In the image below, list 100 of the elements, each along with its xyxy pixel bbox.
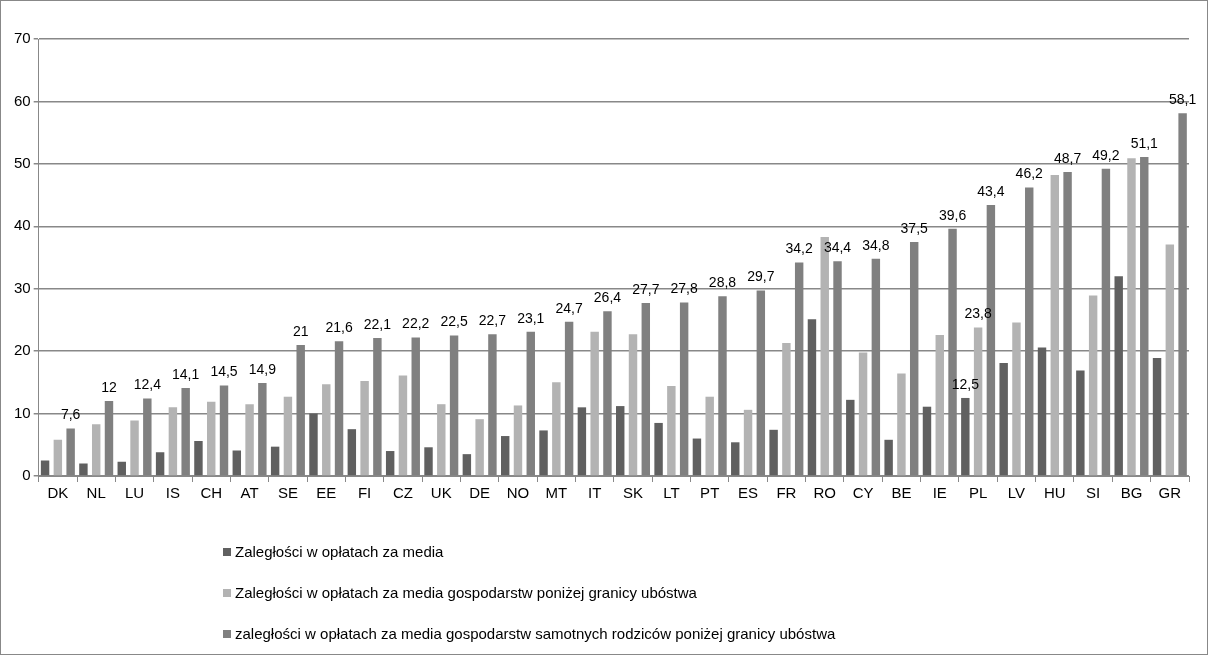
x-tick-label: EE xyxy=(316,484,337,502)
x-tick-label: DE xyxy=(469,484,491,502)
bar xyxy=(552,382,561,476)
bar xyxy=(1152,358,1162,476)
x-tick-label: GR xyxy=(1158,484,1182,502)
x-tick-label: SE xyxy=(277,484,298,502)
x-tick-label: CH xyxy=(200,484,223,502)
bar xyxy=(155,452,165,476)
data-label: 51,1 xyxy=(1130,134,1159,151)
legend-label: Zaległości w opłatach za media gospodarstw poniżej granicy ubóstwa xyxy=(235,584,697,601)
x-tick-label: NL xyxy=(86,484,106,502)
bar xyxy=(807,319,817,476)
bar xyxy=(628,334,638,476)
data-label: 58,1 xyxy=(1168,91,1197,108)
y-tick-label: 30 xyxy=(14,278,31,296)
data-label: 34,2 xyxy=(785,240,814,257)
data-label: 22,5 xyxy=(440,313,468,330)
data-label: 43,4 xyxy=(977,182,1005,199)
data-label: 34,4 xyxy=(823,239,852,256)
data-label: 12,4 xyxy=(133,376,162,393)
bar xyxy=(539,430,548,476)
x-tick-label: ES xyxy=(738,484,759,502)
bar xyxy=(731,442,740,476)
bar xyxy=(117,461,126,476)
bar xyxy=(1165,244,1175,476)
bar xyxy=(130,420,139,476)
bar xyxy=(858,352,868,476)
bar xyxy=(322,384,331,476)
data-label: 39,6 xyxy=(938,206,967,223)
bar xyxy=(922,406,932,476)
x-tick-label: BE xyxy=(891,484,912,502)
bar xyxy=(999,363,1008,476)
bar xyxy=(616,406,625,476)
bar xyxy=(743,409,753,476)
x-tick-label: BG xyxy=(1120,484,1143,502)
legend-label: zaległości w opłatach za media gospodarstw samotnych rodziców poniżej granicy ubóstwa xyxy=(235,625,836,642)
data-label: 7,6 xyxy=(60,406,81,423)
bar xyxy=(232,450,242,476)
data-label: 23,1 xyxy=(517,309,545,326)
bar xyxy=(513,405,523,476)
data-label: 24,7 xyxy=(555,299,583,316)
bar xyxy=(385,451,395,476)
legend-label: Zaległości w opłatach za media xyxy=(235,543,444,560)
data-label: 46,2 xyxy=(1015,165,1044,182)
x-tick-label: AT xyxy=(240,484,259,502)
data-label: 27,7 xyxy=(632,280,660,297)
data-label: 21,6 xyxy=(325,319,353,336)
bar xyxy=(1076,370,1085,476)
y-tick-label: 0 xyxy=(22,466,31,484)
data-label: 22,1 xyxy=(363,315,392,332)
bar xyxy=(194,441,203,476)
bar xyxy=(935,334,944,476)
bar xyxy=(1114,276,1123,476)
x-tick-label: LV xyxy=(1007,484,1026,502)
x-tick-label: DK xyxy=(47,484,69,502)
bar xyxy=(207,401,216,476)
data-label: 14,1 xyxy=(172,365,200,382)
bar xyxy=(40,460,50,476)
bar xyxy=(1127,158,1136,476)
x-tick-label: CY xyxy=(852,484,874,502)
x-tick-label: UK xyxy=(430,484,452,502)
x-tick-label: IE xyxy=(932,484,947,502)
bar xyxy=(884,439,893,476)
bar xyxy=(309,413,318,476)
data-label: 14,9 xyxy=(248,360,277,377)
bar xyxy=(705,396,714,476)
x-tick-label: LT xyxy=(663,484,680,502)
data-label: 22,7 xyxy=(478,312,507,329)
data-label: 22,2 xyxy=(402,315,430,332)
bar xyxy=(475,419,484,476)
bar xyxy=(168,407,178,476)
x-tick-label: FI xyxy=(357,484,372,502)
x-tick-label: IT xyxy=(588,484,602,502)
data-label: 48,7 xyxy=(1053,149,1082,166)
x-tick-label: SI xyxy=(1086,484,1101,502)
x-tick-label: FR xyxy=(776,484,797,502)
x-tick-label: NO xyxy=(506,484,530,502)
bar xyxy=(577,407,587,476)
bar xyxy=(692,438,702,476)
x-tick-label: CZ xyxy=(392,484,413,502)
bar xyxy=(897,373,906,476)
bar xyxy=(654,422,663,476)
bar xyxy=(270,446,280,476)
data-label: 34,8 xyxy=(862,236,890,253)
bar xyxy=(347,429,357,476)
bar xyxy=(398,375,408,476)
bar xyxy=(961,397,970,476)
bar xyxy=(846,399,855,476)
data-label: 23,8 xyxy=(964,305,992,322)
y-tick-label: 10 xyxy=(14,403,31,421)
bar xyxy=(667,386,676,476)
bar xyxy=(360,381,369,476)
data-label: 26,4 xyxy=(593,289,622,306)
data-label: 21 xyxy=(292,322,309,339)
data-label: 14,5 xyxy=(210,363,238,380)
y-tick-label: 60 xyxy=(14,91,31,109)
bar xyxy=(782,343,791,476)
data-label: 37,5 xyxy=(900,219,929,236)
data-label: 27,8 xyxy=(670,280,698,297)
data-label: 12 xyxy=(101,378,117,395)
